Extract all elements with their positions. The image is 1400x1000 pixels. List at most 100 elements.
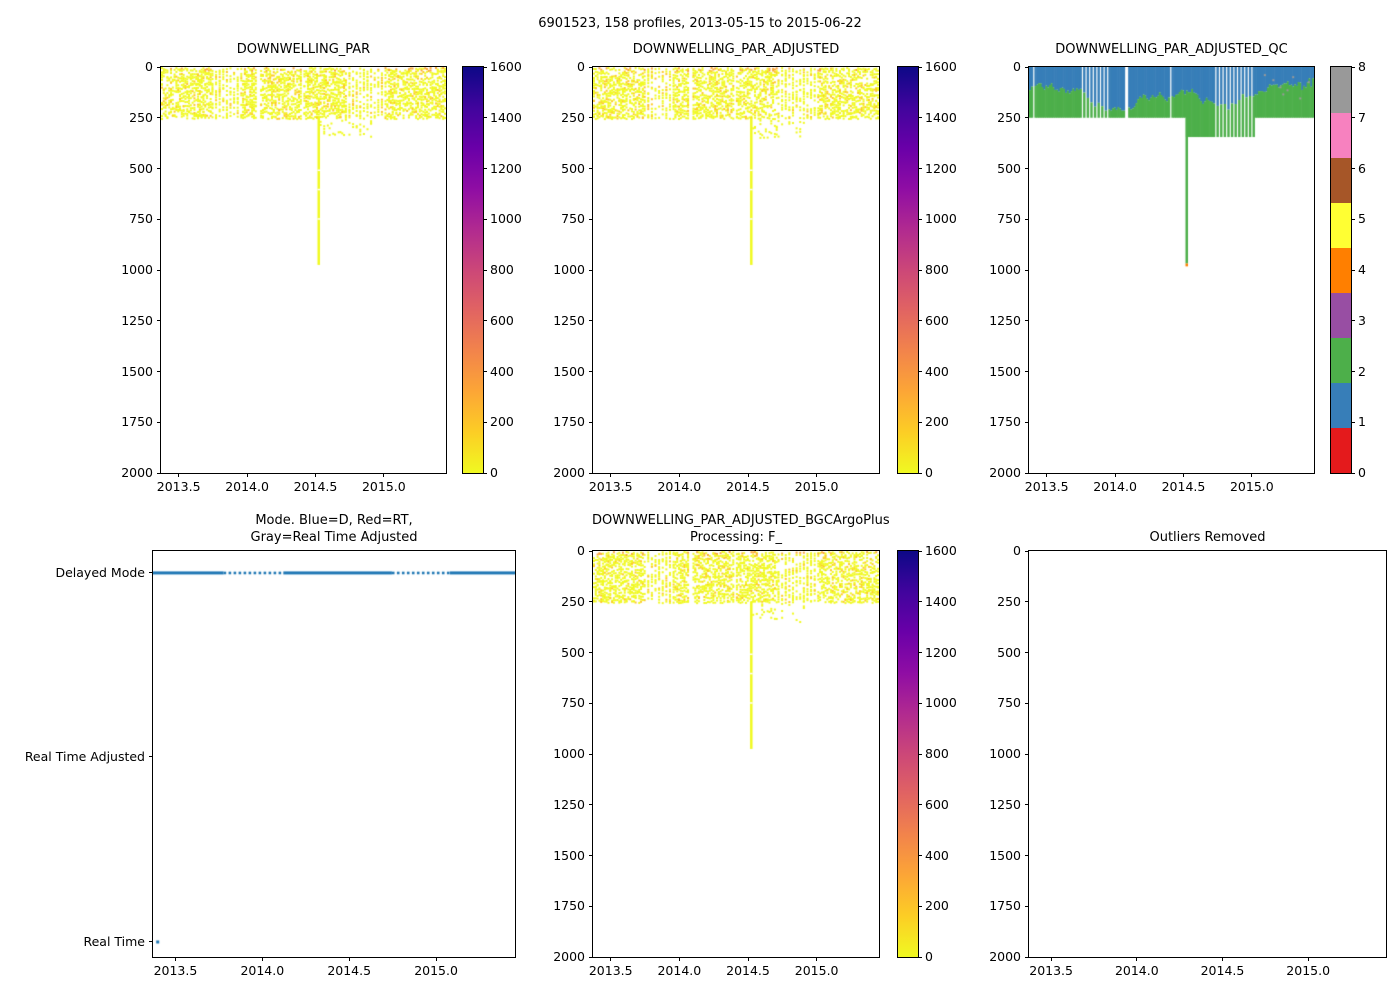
colorbar-tick-mark bbox=[918, 371, 922, 372]
colorbar-tick-mark bbox=[1351, 320, 1355, 322]
colorbar-tick-label: 4 bbox=[1358, 262, 1366, 277]
x-tick-label: 2014.5 bbox=[726, 963, 770, 978]
colorbar-tick-mark bbox=[918, 320, 922, 322]
y-tick-label: 500 bbox=[997, 160, 1021, 176]
y-tick-label: 1000 bbox=[989, 746, 1021, 761]
panel-par-adjusted-axes: 2013.5 2014.0 2014.5 2015.0 0 250 500 750 1000 12… bbox=[553, 60, 880, 494]
colorbar-tick-mark bbox=[1351, 472, 1355, 474]
colorbar-tick-label: 0 bbox=[925, 465, 933, 480]
qc-color-swatch-4 bbox=[1331, 247, 1351, 294]
panel-par-adjusted-qc-axes: 2013.5 2014.0 2014.5 2015.0 0 250 500 750 1000 12… bbox=[989, 60, 1315, 494]
colorbar-tick-label: 3 bbox=[1358, 312, 1366, 328]
y-tick-mark bbox=[1025, 218, 1029, 220]
colorbar-tick-label: 1000 bbox=[925, 695, 957, 711]
y-tick-mark bbox=[1025, 905, 1029, 907]
qc-color-swatch-1 bbox=[1331, 382, 1351, 429]
y-tick-label: 1750 bbox=[553, 414, 585, 430]
y-tick-mark bbox=[589, 702, 593, 704]
colorbar-tick-label: 8 bbox=[1358, 59, 1366, 74]
y-tick-mark bbox=[1025, 804, 1029, 806]
colorbar-tick-label: 0 bbox=[1358, 465, 1366, 480]
y-tick-label: 250 bbox=[997, 593, 1021, 609]
y-tick-mark bbox=[589, 905, 593, 907]
y-tick-mark bbox=[157, 66, 161, 68]
y-tick-mark bbox=[589, 320, 593, 322]
y-tick-mark bbox=[1025, 601, 1029, 603]
colorbar-tick-mark bbox=[918, 168, 922, 169]
x-tick-mark bbox=[747, 957, 749, 961]
y-tick-mark bbox=[1025, 168, 1029, 169]
colorbar-tick-label: 0 bbox=[490, 465, 498, 480]
y-tick-label: 1000 bbox=[553, 262, 585, 277]
colorbar-tick-mark bbox=[1351, 66, 1355, 68]
mode-plot-canvas bbox=[153, 551, 515, 957]
y-tick-label: 2000 bbox=[553, 465, 585, 480]
y-tick-label: 1250 bbox=[553, 796, 585, 812]
panel-bgcargoplus-title-line2: Processing: F_ bbox=[690, 530, 782, 545]
colorbar-tick-mark bbox=[1351, 421, 1355, 423]
x-tick-label: 2014.0 bbox=[1114, 963, 1159, 978]
colorbar-tick-mark bbox=[483, 472, 487, 474]
x-tick-mark bbox=[1182, 473, 1184, 477]
x-tick-mark bbox=[178, 473, 180, 477]
y-tick-mark bbox=[157, 218, 161, 220]
y-tick-label: 1000 bbox=[989, 262, 1021, 277]
colorbar-tick-label: 1400 bbox=[925, 109, 957, 125]
y-tick-label: 1500 bbox=[553, 847, 585, 863]
y-tick-label: 2000 bbox=[121, 465, 153, 480]
y-tick-mark bbox=[589, 66, 593, 68]
qc-color-swatch-5 bbox=[1331, 202, 1351, 248]
y-tick-mark bbox=[589, 218, 593, 220]
colorbar-tick-mark bbox=[918, 550, 922, 552]
y-tick-mark bbox=[589, 550, 593, 552]
colorbar-tick-mark bbox=[918, 421, 922, 423]
y-tick-label: 1500 bbox=[989, 363, 1021, 379]
qc-color-swatch-7 bbox=[1331, 112, 1351, 158]
x-tick-mark bbox=[610, 473, 612, 477]
colorbar-tick-label: 1200 bbox=[925, 160, 957, 176]
y-tick-mark bbox=[1025, 652, 1029, 653]
x-tick-label: 2014.5 bbox=[1200, 963, 1245, 978]
y-tick-label: 1500 bbox=[121, 363, 153, 379]
y-tick-label: 1750 bbox=[989, 414, 1021, 430]
y-tick-label: Delayed Mode bbox=[55, 564, 145, 580]
x-tick-label: 2015.0 bbox=[414, 963, 458, 978]
x-tick-mark bbox=[174, 957, 176, 961]
qc-color-swatch-6 bbox=[1331, 157, 1351, 203]
colorbar-tick-label: 1600 bbox=[925, 543, 957, 558]
x-tick-label: 2015.0 bbox=[794, 479, 839, 494]
y-tick-mark bbox=[149, 756, 153, 758]
colorbar-tick-label: 1200 bbox=[490, 160, 522, 176]
panel-mode-title-line1: Mode. Blue=D, Red=RT, bbox=[255, 513, 413, 528]
colorbar-tick-mark bbox=[483, 320, 487, 322]
y-tick-label: 2000 bbox=[989, 949, 1021, 964]
x-tick-label: 2015.0 bbox=[1229, 479, 1274, 494]
x-tick-label: 2014.5 bbox=[1161, 479, 1206, 494]
x-tick-label: 2013.5 bbox=[1029, 963, 1073, 978]
y-tick-label: 1250 bbox=[553, 312, 585, 328]
colorbar-tick-label: 1 bbox=[1358, 414, 1366, 430]
colorbar-tick-mark bbox=[1351, 269, 1355, 271]
y-tick-mark bbox=[149, 572, 153, 574]
x-tick-mark bbox=[383, 473, 385, 477]
y-tick-mark bbox=[589, 472, 593, 474]
y-tick-label: 750 bbox=[561, 211, 585, 227]
x-tick-mark bbox=[348, 957, 350, 961]
y-tick-mark bbox=[1025, 269, 1029, 271]
y-tick-mark bbox=[589, 269, 593, 271]
colorbar-tick-mark bbox=[918, 601, 922, 603]
x-tick-label: 2013.5 bbox=[1024, 479, 1069, 494]
x-tick-mark bbox=[1114, 473, 1116, 477]
x-tick-label: 2015.0 bbox=[361, 479, 406, 494]
y-tick-mark bbox=[1025, 117, 1029, 119]
y-tick-mark bbox=[1025, 956, 1029, 958]
colorbar-tick-mark bbox=[483, 168, 487, 169]
x-tick-label: 2013.5 bbox=[153, 963, 198, 978]
y-tick-label: 250 bbox=[129, 109, 153, 125]
colorbar-tick-mark bbox=[483, 421, 487, 423]
qc-color-swatch-0 bbox=[1331, 427, 1351, 474]
x-tick-mark bbox=[610, 957, 612, 961]
colorbar-tick-mark bbox=[1351, 168, 1355, 169]
colorbar-tick-label: 1000 bbox=[490, 211, 522, 227]
x-tick-label: 2014.0 bbox=[657, 963, 702, 978]
